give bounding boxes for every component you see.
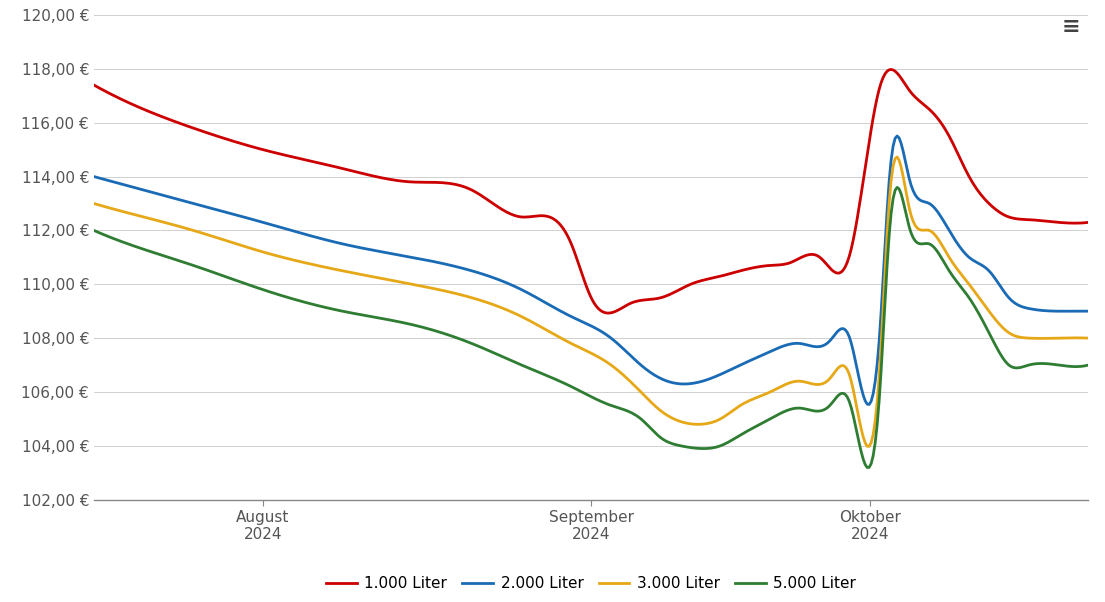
Text: ≡: ≡ bbox=[1062, 17, 1081, 37]
Legend: 1.000 Liter, 2.000 Liter, 3.000 Liter, 5.000 Liter: 1.000 Liter, 2.000 Liter, 3.000 Liter, 5… bbox=[320, 570, 862, 598]
